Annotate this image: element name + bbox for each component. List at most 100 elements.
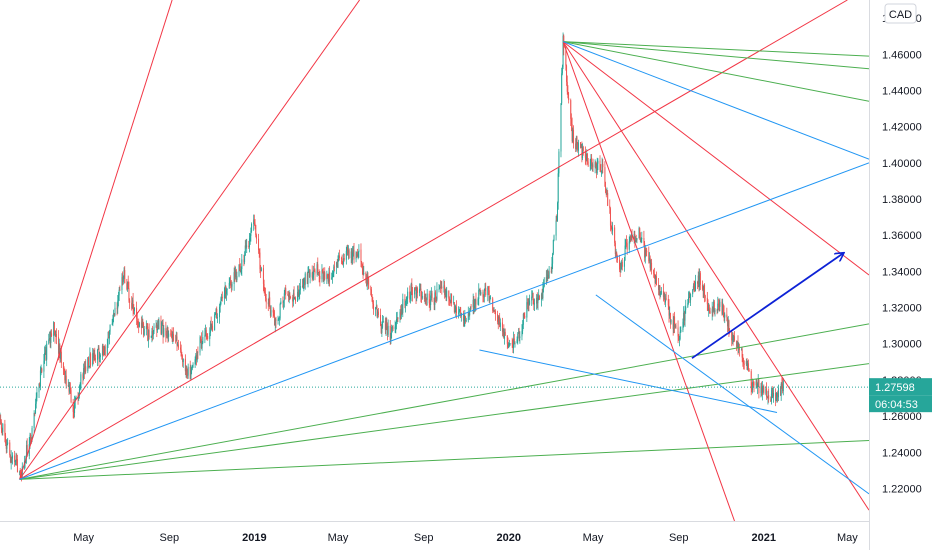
candle-body-down xyxy=(243,259,245,263)
candle-body-down xyxy=(181,356,183,360)
candle-body-down xyxy=(503,331,505,339)
candle-body-up xyxy=(141,321,143,328)
candle-body-down xyxy=(674,316,676,327)
candle-body-down xyxy=(304,277,306,285)
candle-body-up xyxy=(352,249,354,254)
candle-body-down xyxy=(347,247,349,253)
candle-body-up xyxy=(537,297,539,304)
candle-body-down xyxy=(412,293,414,295)
candle-body-up xyxy=(450,294,452,302)
candle-body-down xyxy=(654,274,656,283)
candle-body-down xyxy=(162,322,164,337)
gann-fan-line-green[interactable] xyxy=(562,41,869,102)
candle-body-up xyxy=(123,270,125,277)
gann-fan-line-green[interactable] xyxy=(19,323,869,480)
candle-body-down xyxy=(16,459,18,473)
candle-body-up xyxy=(711,308,713,314)
candle-body-down xyxy=(196,354,198,361)
time-tick-label: 2019 xyxy=(242,532,266,544)
candle-body-down xyxy=(698,275,700,287)
candle-body-down xyxy=(82,374,84,379)
candle-body-up xyxy=(685,306,687,310)
trend-line[interactable] xyxy=(562,41,869,160)
candle-body-down xyxy=(287,294,289,295)
currency-label[interactable]: CAD xyxy=(884,3,917,24)
candle-body-down xyxy=(376,306,378,316)
candle-body-down xyxy=(716,309,718,311)
candle-body-down xyxy=(664,296,666,303)
time-axis[interactable]: May Sep 2019 May Sep 2020 May Sep 2021 May xyxy=(73,532,858,544)
candle-body-up xyxy=(7,442,9,444)
candle-body-up xyxy=(555,220,557,236)
candle-body-up xyxy=(395,322,397,327)
candle-body-up xyxy=(48,338,50,340)
candle-body-down xyxy=(678,336,680,340)
candle-body-up xyxy=(48,339,50,344)
candle-body-up xyxy=(299,290,301,294)
candle-body-down xyxy=(68,385,70,392)
candle-body-up xyxy=(78,388,80,396)
trend-line[interactable] xyxy=(19,162,869,480)
candle-body-down xyxy=(512,344,514,349)
candle-body-up xyxy=(577,142,579,151)
plot-area[interactable] xyxy=(0,32,784,482)
gann-fan-line-red[interactable] xyxy=(562,41,869,511)
candle-body-up xyxy=(377,311,379,316)
candle-body-down xyxy=(697,281,699,284)
price-axis[interactable]: 1.480001.460001.440001.420001.400001.380… xyxy=(882,13,922,495)
trend-line[interactable] xyxy=(595,294,869,495)
candle-body-up xyxy=(352,253,354,261)
candle-body-down xyxy=(619,269,621,271)
candle-body-down xyxy=(672,320,674,330)
gann-fan-line-green[interactable] xyxy=(19,363,869,480)
trend-line[interactable] xyxy=(479,349,778,413)
candle-body-down xyxy=(265,293,267,299)
candle-body-up xyxy=(504,332,506,339)
projection-arrow[interactable] xyxy=(691,253,843,359)
candle-body-down xyxy=(167,327,169,337)
candle-body-up xyxy=(326,274,328,280)
gann-fan-line-red[interactable] xyxy=(562,41,869,276)
candle-body-up xyxy=(682,321,684,331)
candle-body-down xyxy=(11,457,13,459)
candle-body-down xyxy=(41,368,43,372)
candle-body-up xyxy=(719,301,721,307)
candle-body-down xyxy=(587,161,589,166)
candle-body-up xyxy=(249,235,251,239)
gann-fan-line-red[interactable] xyxy=(19,0,848,480)
gann-fan-line-red[interactable] xyxy=(562,41,735,521)
candle-body-up xyxy=(236,276,238,281)
candle-body-down xyxy=(342,262,344,264)
gann-fan-line-green[interactable] xyxy=(563,41,869,70)
gann-fan-line-green[interactable] xyxy=(563,41,869,57)
candle-body-up xyxy=(205,330,207,335)
candle-body-down xyxy=(659,286,661,295)
candle-body-up xyxy=(331,274,333,278)
candle-body-up xyxy=(46,343,48,360)
countdown-text: 06:04:53 xyxy=(875,399,918,411)
candle-body-up xyxy=(67,385,69,387)
candle-body-down xyxy=(766,396,768,398)
candle-body-down xyxy=(20,472,22,474)
candle-body-down xyxy=(255,225,257,235)
gann-fan-line-red[interactable] xyxy=(19,0,173,480)
candle-body-up xyxy=(138,322,140,327)
candle-body-up xyxy=(192,364,194,368)
candle-body-down xyxy=(497,314,499,322)
candle-body-down xyxy=(324,272,326,280)
candle-body-up xyxy=(201,342,203,349)
gann-fan-line-red[interactable] xyxy=(19,0,360,480)
candle-body-down xyxy=(449,300,451,302)
candle-body-down xyxy=(616,252,618,257)
candle-body-down xyxy=(184,358,186,372)
candle-body-up xyxy=(111,323,113,325)
drawing-tools[interactable] xyxy=(19,0,869,521)
candle-body-up xyxy=(88,366,90,368)
candle-body-down xyxy=(136,318,138,323)
candle-body-down xyxy=(595,162,597,164)
candle-body-down xyxy=(88,357,90,368)
candle-body-down xyxy=(646,250,648,253)
gann-fan-line-green[interactable] xyxy=(19,439,869,480)
